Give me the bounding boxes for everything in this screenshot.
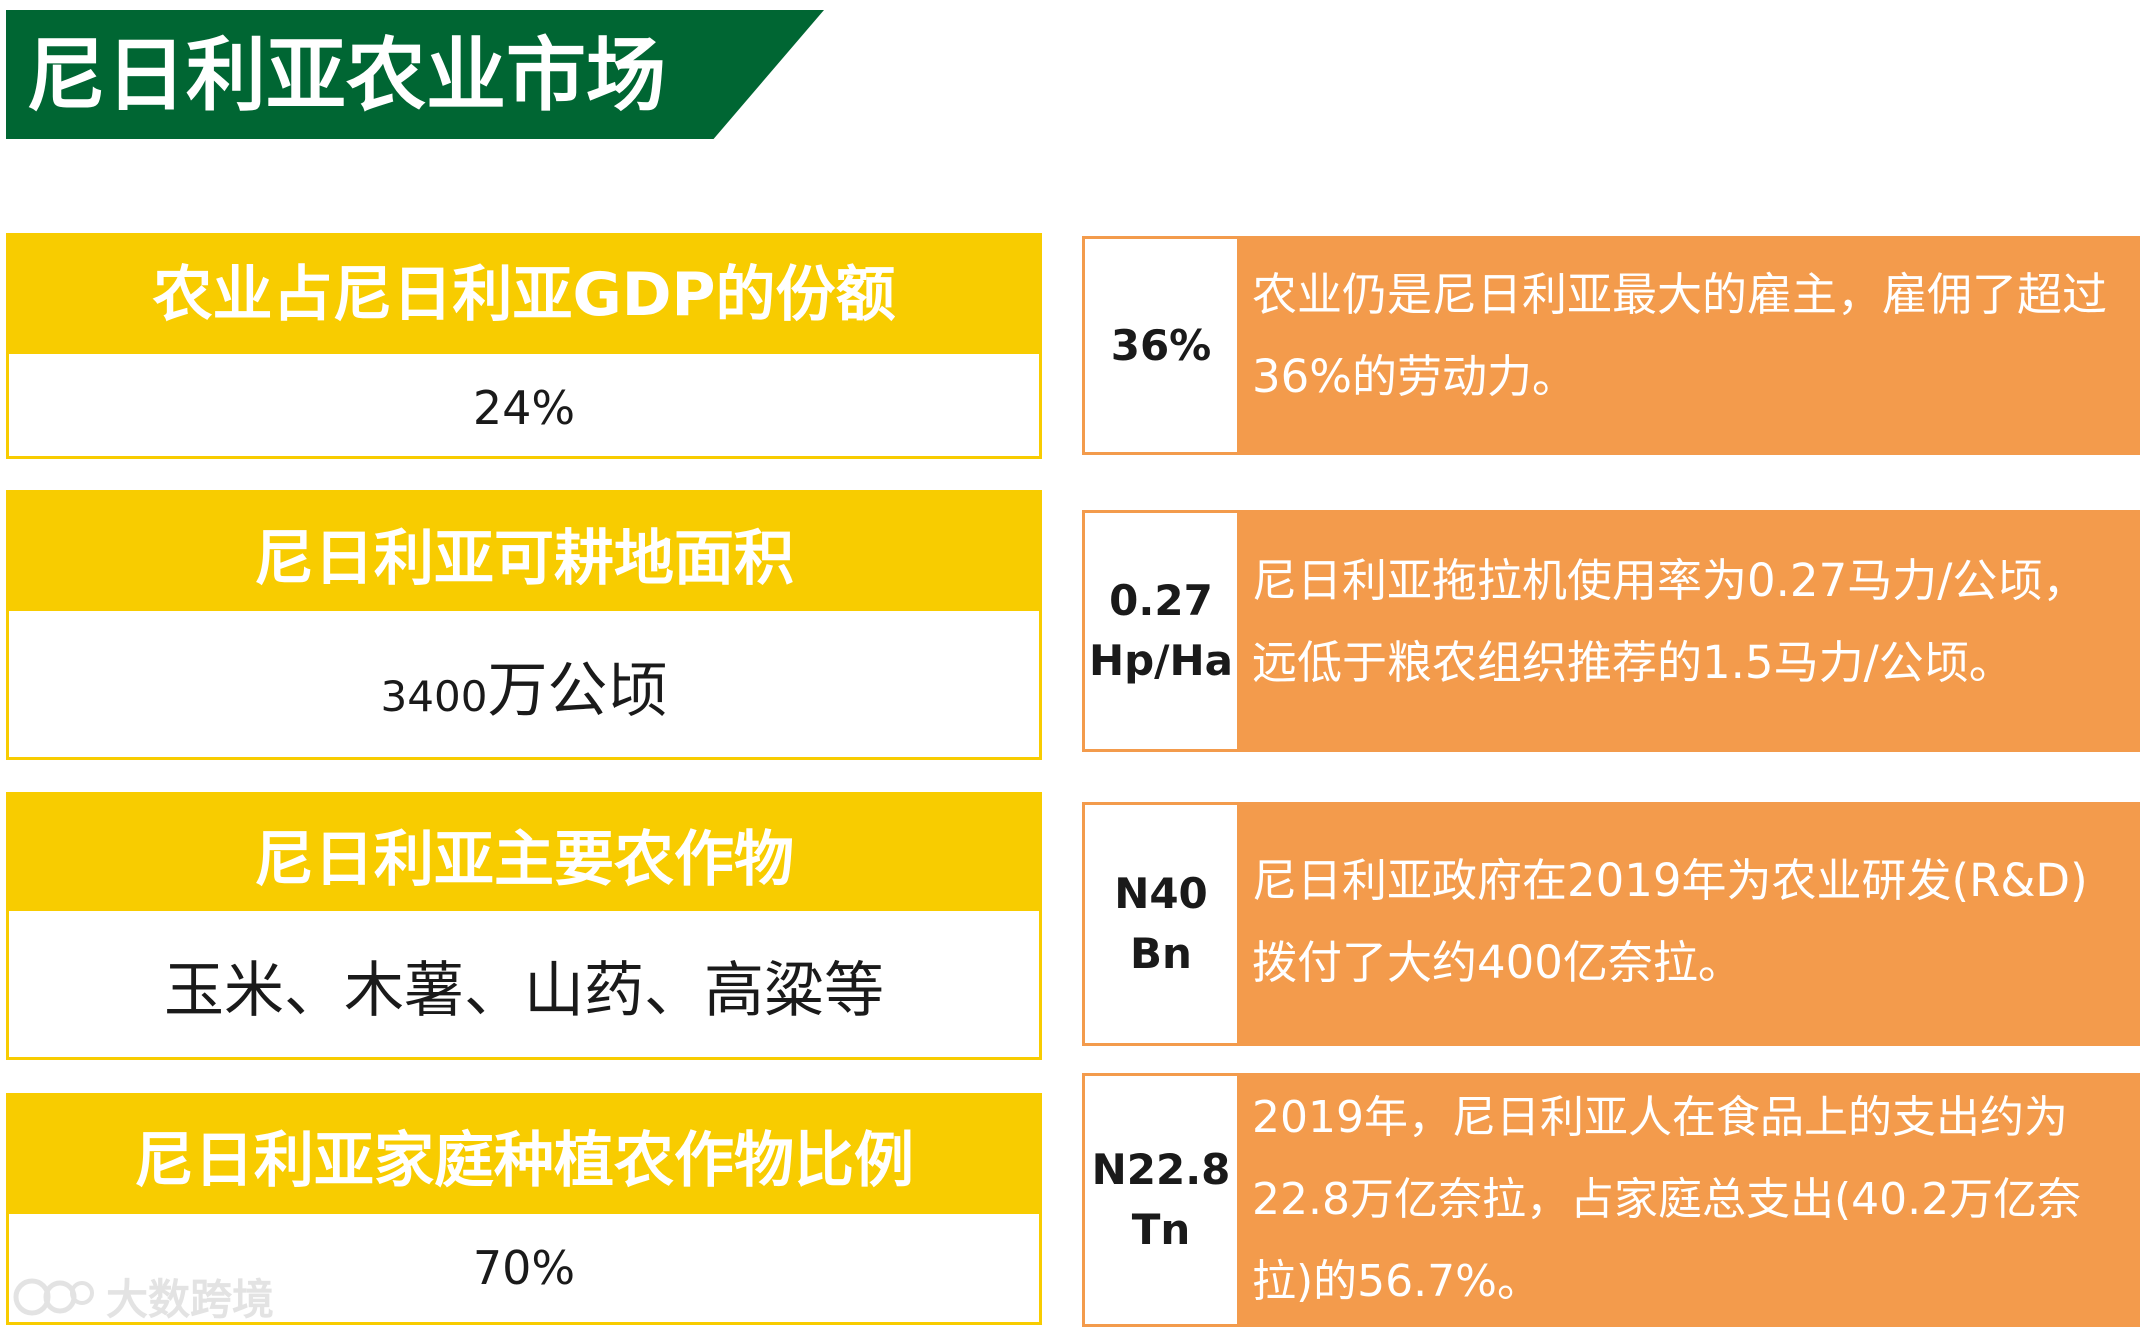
fact-key-line2: Tn — [1131, 1205, 1191, 1254]
page-title: 尼日利亚农业市场 — [26, 29, 666, 122]
watermark: 大数跨境 — [12, 1268, 274, 1324]
fact-row-food-spending: N22.8 Tn 2019年，尼日利亚人在食品上的支出约为22.8万亿奈拉，占家… — [1082, 1073, 2140, 1327]
stat-value-number: 3400 — [380, 672, 488, 721]
fact-row-employment: 36% 农业仍是尼日利亚最大的雇主，雇佣了超过36%的劳动力。 — [1082, 236, 2140, 455]
stat-card-arable-land: 尼日利亚可耕地面积 3400万公顷 — [6, 490, 1042, 760]
fact-key-line2: Hp/Ha — [1088, 636, 1234, 685]
stat-label: 尼日利亚可耕地面积 — [9, 493, 1039, 611]
watermark-text: 大数跨境 — [106, 1274, 275, 1324]
stat-label: 农业占尼日利亚GDP的份额 — [9, 236, 1039, 354]
fact-row-rd-funding: N40 Bn 尼日利亚政府在2019年为农业研发(R&D)拨付了大约400亿奈拉… — [1082, 802, 2140, 1046]
fact-key-line1: N22.8 — [1091, 1145, 1231, 1194]
stat-value: 70% — [472, 1241, 576, 1295]
fact-key: 0.27 Hp/Ha — [1082, 510, 1240, 752]
stat-value: 24% — [472, 381, 576, 435]
stat-card-household-crops: 尼日利亚家庭种植农作物比例 70% — [6, 1093, 1042, 1325]
fact-key-line2: Bn — [1130, 929, 1192, 978]
fact-key-line1: 36% — [1110, 320, 1212, 370]
fact-key-line1: N40 — [1114, 869, 1208, 918]
stat-card-gdp-share: 农业占尼日利亚GDP的份额 24% — [6, 233, 1042, 459]
stat-card-main-crops: 尼日利亚主要农作物 玉米、木薯、山药、高粱等 — [6, 792, 1042, 1060]
stat-label: 尼日利亚家庭种植农作物比例 — [9, 1096, 1039, 1214]
fact-key: N40 Bn — [1082, 802, 1240, 1046]
stat-value: 玉米、木薯、山药、高粱等 — [164, 956, 884, 1026]
stat-label: 尼日利亚主要农作物 — [9, 795, 1039, 911]
fact-key-line1: 0.27 — [1109, 576, 1213, 625]
fact-key: 36% — [1082, 236, 1240, 455]
fact-text: 农业仍是尼日利亚最大的雇主，雇佣了超过36%的劳动力。 — [1240, 236, 2140, 455]
stat-value: 3400万公顷 — [9, 611, 1039, 764]
fact-text: 尼日利亚政府在2019年为农业研发(R&D)拨付了大约400亿奈拉。 — [1240, 802, 2140, 1046]
fact-row-tractor-usage: 0.27 Hp/Ha 尼日利亚拖拉机使用率为0.27马力/公顷，远低于粮农组织推… — [1082, 510, 2140, 752]
stat-value-unit: 万公顷 — [487, 656, 668, 726]
fact-text: 尼日利亚拖拉机使用率为0.27马力/公顷，远低于粮农组织推荐的1.5马力/公顷。 — [1240, 510, 2140, 752]
title-banner — [6, 10, 824, 139]
watermark-logo-icon — [13, 1278, 94, 1316]
fact-text: 2019年，尼日利亚人在食品上的支出约为22.8万亿奈拉，占家庭总支出(40.2… — [1240, 1073, 2140, 1327]
fact-key: N22.8 Tn — [1082, 1073, 1240, 1327]
